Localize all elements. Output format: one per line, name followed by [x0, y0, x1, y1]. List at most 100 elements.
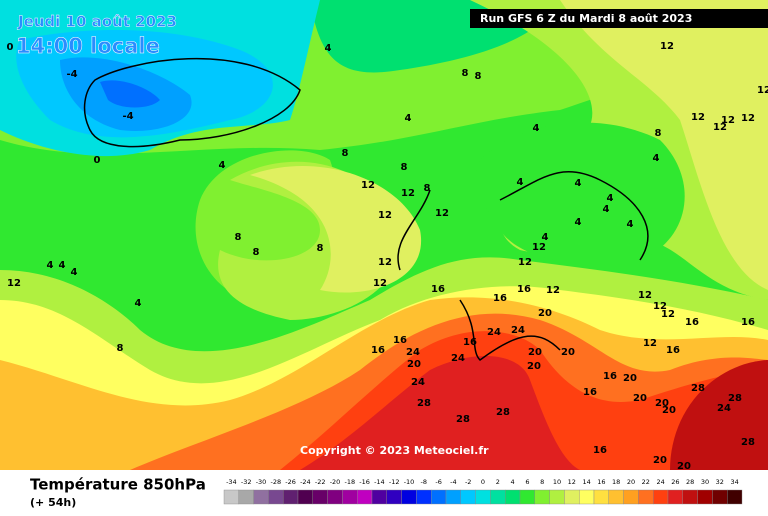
scale-label: -8: [421, 478, 427, 486]
scale-label: -30: [256, 478, 267, 486]
zone: [300, 356, 580, 470]
contour-label: 28: [456, 414, 470, 425]
contour-label: 28: [417, 398, 431, 409]
scale-swatch: [638, 489, 654, 505]
contour-label: 20: [623, 373, 637, 384]
contour-label: 28: [741, 437, 755, 448]
contour-label: 4: [627, 219, 634, 230]
scale-label: -10: [404, 478, 415, 486]
contour-label: 28: [496, 407, 510, 418]
scale-swatch: [519, 489, 536, 505]
scale-label: 14: [582, 478, 590, 486]
scale-swatch: [386, 489, 402, 505]
scale-label: 30: [701, 478, 709, 486]
contour-label: 8: [401, 162, 408, 173]
contour-label: -4: [66, 69, 77, 80]
scale-swatch: [268, 489, 284, 505]
contour-label: 20: [662, 405, 676, 416]
contour-label: 4: [517, 177, 524, 188]
contour-label: 8: [475, 71, 482, 82]
zone: [100, 80, 160, 108]
forecast-time: 14:00 locale: [16, 34, 160, 58]
contour-label: 12: [378, 257, 392, 268]
zone: [476, 122, 685, 264]
contour-label: 12: [721, 115, 735, 126]
scale-swatch: [579, 489, 595, 505]
scale-swatch: [401, 489, 417, 505]
scale-label: -24: [300, 478, 311, 486]
scale-label: 10: [553, 478, 561, 486]
contour-label: 28: [728, 393, 742, 404]
contour-label: 16: [741, 317, 755, 328]
contour-label: 16: [685, 317, 699, 328]
contour-label: 28: [691, 383, 705, 394]
contour-label: 16: [603, 371, 617, 382]
contour-label: 24: [406, 347, 420, 358]
contour-label: 8: [424, 183, 431, 194]
contour-label: 16: [431, 284, 445, 295]
zone: [560, 0, 768, 290]
contour-label: 16: [593, 445, 607, 456]
coastline: [83, 57, 649, 361]
scale-swatch: [697, 489, 713, 505]
contour-label: 8: [655, 128, 662, 139]
contour-label: 12: [661, 309, 675, 320]
scale-label: 2: [496, 478, 500, 486]
contour-label: 12: [373, 278, 387, 289]
scale-label: 12: [568, 478, 576, 486]
contour-label: 4: [575, 217, 582, 228]
scale-swatch: [727, 489, 743, 505]
scale-label: 0: [481, 478, 485, 486]
contour-label: 8: [317, 243, 324, 254]
scale-label: -16: [359, 478, 370, 486]
temperature-field: [0, 0, 768, 470]
contour-label: 12: [643, 338, 657, 349]
scale-swatch: [253, 489, 269, 505]
contour-label: 4: [71, 267, 78, 278]
scale-swatch: [297, 489, 314, 505]
contour-label: 12: [546, 285, 560, 296]
contour-label: 20: [633, 393, 647, 404]
zone: [670, 360, 768, 470]
scale-label: 8: [540, 478, 544, 486]
scale-label: -6: [435, 478, 441, 486]
scale-label: 18: [612, 478, 620, 486]
contour-label: 12: [638, 290, 652, 301]
scale-swatch: [312, 489, 328, 505]
contour-label: 20: [677, 461, 691, 472]
scale-label: -28: [270, 478, 281, 486]
scale-label: 32: [716, 478, 724, 486]
copyright: Copyright © 2023 Meteociel.fr: [300, 444, 489, 457]
contour-label: 4: [135, 298, 142, 309]
contour-label: 12: [713, 122, 727, 133]
scale-swatch: [505, 489, 521, 505]
scale-label: -34: [226, 478, 237, 486]
contour-label: 12: [660, 41, 674, 52]
scale-label: -18: [344, 478, 355, 486]
scale-swatch: [564, 489, 580, 505]
scale-label: 4: [511, 478, 515, 486]
contour-label: 20: [528, 347, 542, 358]
scale-swatch: [416, 489, 432, 505]
scale-label: -14: [374, 478, 385, 486]
contour-label: 12: [435, 208, 449, 219]
legend-subtitle: (+ 54h): [30, 496, 76, 509]
legend-title: Température 850hPa: [30, 476, 206, 494]
contour-label: 4: [542, 232, 549, 243]
contour-label: 12: [401, 188, 415, 199]
contour-label: 4: [607, 193, 614, 204]
scale-label: 6: [525, 478, 529, 486]
scale-label: -32: [241, 478, 252, 486]
contour-label: 20: [407, 359, 421, 370]
scale-label: 34: [730, 478, 738, 486]
contour-label: 8: [462, 68, 469, 79]
contour-label: 4: [59, 260, 66, 271]
contour-label: 4: [653, 153, 660, 164]
contour-label: 4: [219, 160, 226, 171]
scale-swatch: [460, 489, 476, 505]
contour-label: 24: [717, 403, 731, 414]
contour-label: 4: [325, 43, 332, 54]
contour-label: 8: [235, 232, 242, 243]
contour-label: 24: [411, 377, 425, 388]
